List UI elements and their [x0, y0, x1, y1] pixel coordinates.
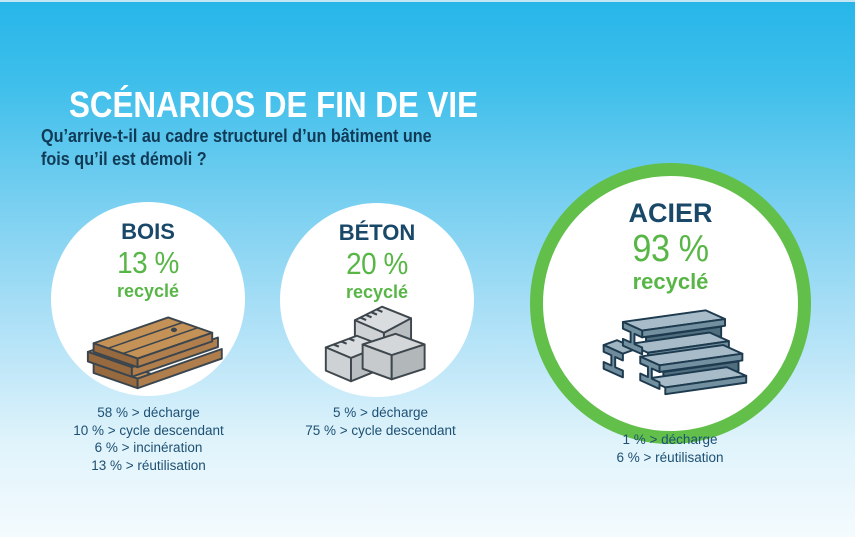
page-subtitle: Qu’arrive-t-il au cadre structurel d’un …	[41, 125, 432, 170]
breakdown-line: 1 % > décharge	[622, 432, 718, 447]
subtitle-line-1: Qu’arrive-t-il au cadre structurel d’un …	[41, 126, 432, 146]
acier-name: ACIER	[628, 198, 713, 228]
breakdown-line: 5 % > décharge	[333, 405, 428, 420]
subtitle-line-2: fois qu’il est démoli ?	[41, 148, 207, 169]
breakdown-line: 6 % > réutilisation	[616, 450, 724, 465]
wood-planks-icon	[86, 316, 223, 390]
breakdown-line: 75 % > cycle descendant	[305, 422, 456, 438]
steel-beams-icon	[602, 309, 748, 396]
beton-breakdown: 5 % > décharge 75 % > cycle descendant	[268, 404, 493, 439]
acier-breakdown: 1 % > décharge 6 % > réutilisation	[550, 431, 790, 467]
bois-recycled-value: 13 %	[117, 245, 179, 280]
beton-recycled-value: 20 %	[346, 246, 408, 281]
breakdown-line: 10 % > cycle descendant	[73, 422, 224, 438]
bois-breakdown: 58 % > décharge 10 % > cycle descendant …	[36, 404, 261, 474]
beton-recycled-label: recyclé	[345, 282, 409, 302]
acier-recycled-label: recyclé	[632, 269, 709, 294]
breakdown-line: 13 % > réutilisation	[91, 457, 206, 473]
bois-recycled-label: recyclé	[116, 281, 180, 301]
breakdown-line: 58 % > décharge	[97, 405, 200, 420]
acier-recycled-value: 93 %	[632, 228, 709, 270]
beton-name: BÉTON	[338, 220, 416, 245]
breakdown-line: 6 % > incinération	[94, 440, 203, 455]
bois-name: BOIS	[121, 219, 175, 244]
concrete-blocks-icon	[324, 305, 426, 383]
page-title: SCÉNARIOS DE FIN DE VIE	[69, 84, 478, 125]
top-edge-line	[0, 0, 855, 2]
